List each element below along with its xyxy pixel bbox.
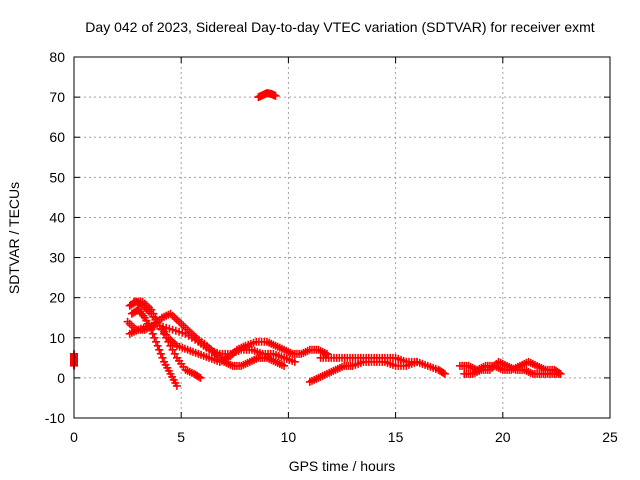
data-point	[160, 329, 169, 338]
x-tick-label: 15	[388, 429, 404, 445]
y-tick-label: 40	[49, 209, 65, 225]
data-point	[153, 341, 162, 350]
data-points	[70, 89, 565, 390]
data-point	[440, 369, 449, 378]
y-tick-label: 60	[49, 129, 65, 145]
y-tick-label: 10	[49, 330, 65, 346]
series-arc-high	[254, 89, 280, 102]
y-ticks: -10 0 10 20 30 40 50 60 70 80	[45, 49, 610, 426]
data-point	[158, 353, 167, 362]
data-point	[148, 329, 157, 338]
x-tick-label: 25	[602, 429, 618, 445]
x-tick-label: 0	[70, 429, 78, 445]
series-arc-5	[125, 321, 299, 366]
chart-title: Day 042 of 2023, Sidereal Day-to-day VTE…	[85, 19, 594, 35]
data-point	[155, 345, 164, 354]
data-point	[290, 357, 299, 366]
y-tick-label: 20	[49, 290, 65, 306]
series-arc-3	[130, 297, 205, 382]
y-tick-label: 80	[49, 49, 65, 65]
data-point	[280, 361, 289, 370]
data-point	[172, 381, 181, 390]
y-tick-label: -10	[45, 410, 65, 426]
data-point	[439, 368, 448, 377]
data-point	[166, 341, 175, 350]
plot-frame	[73, 56, 611, 419]
x-tick-label: 10	[281, 429, 297, 445]
x-axis-label: GPS time / hours	[289, 458, 396, 474]
data-point	[149, 309, 158, 318]
series-arc-2	[127, 305, 181, 390]
data-point	[147, 305, 156, 314]
series-arc-9	[460, 357, 563, 378]
series-arc-4	[123, 309, 289, 370]
data-point	[152, 337, 161, 346]
data-point	[194, 372, 203, 381]
y-tick-label: 0	[57, 370, 65, 386]
data-point	[554, 369, 563, 378]
data-point	[322, 349, 331, 358]
data-point	[168, 345, 177, 354]
y-tick-label: 70	[49, 89, 65, 105]
data-point	[170, 349, 179, 358]
data-point	[162, 333, 171, 342]
x-tick-label: 20	[495, 429, 511, 445]
y-tick-label: 30	[49, 250, 65, 266]
y-axis-label: SDTVAR / TECUs	[6, 182, 22, 294]
x-ticks: 0 5 10 15 20 25	[70, 57, 618, 445]
x-tick-label: 5	[177, 429, 185, 445]
data-point	[271, 91, 280, 100]
data-point	[156, 349, 165, 358]
data-point	[196, 373, 205, 382]
series-arc-7	[316, 353, 449, 378]
grid	[74, 57, 610, 418]
data-point	[150, 333, 159, 342]
y-tick-label: 50	[49, 169, 65, 185]
data-point	[164, 337, 173, 346]
